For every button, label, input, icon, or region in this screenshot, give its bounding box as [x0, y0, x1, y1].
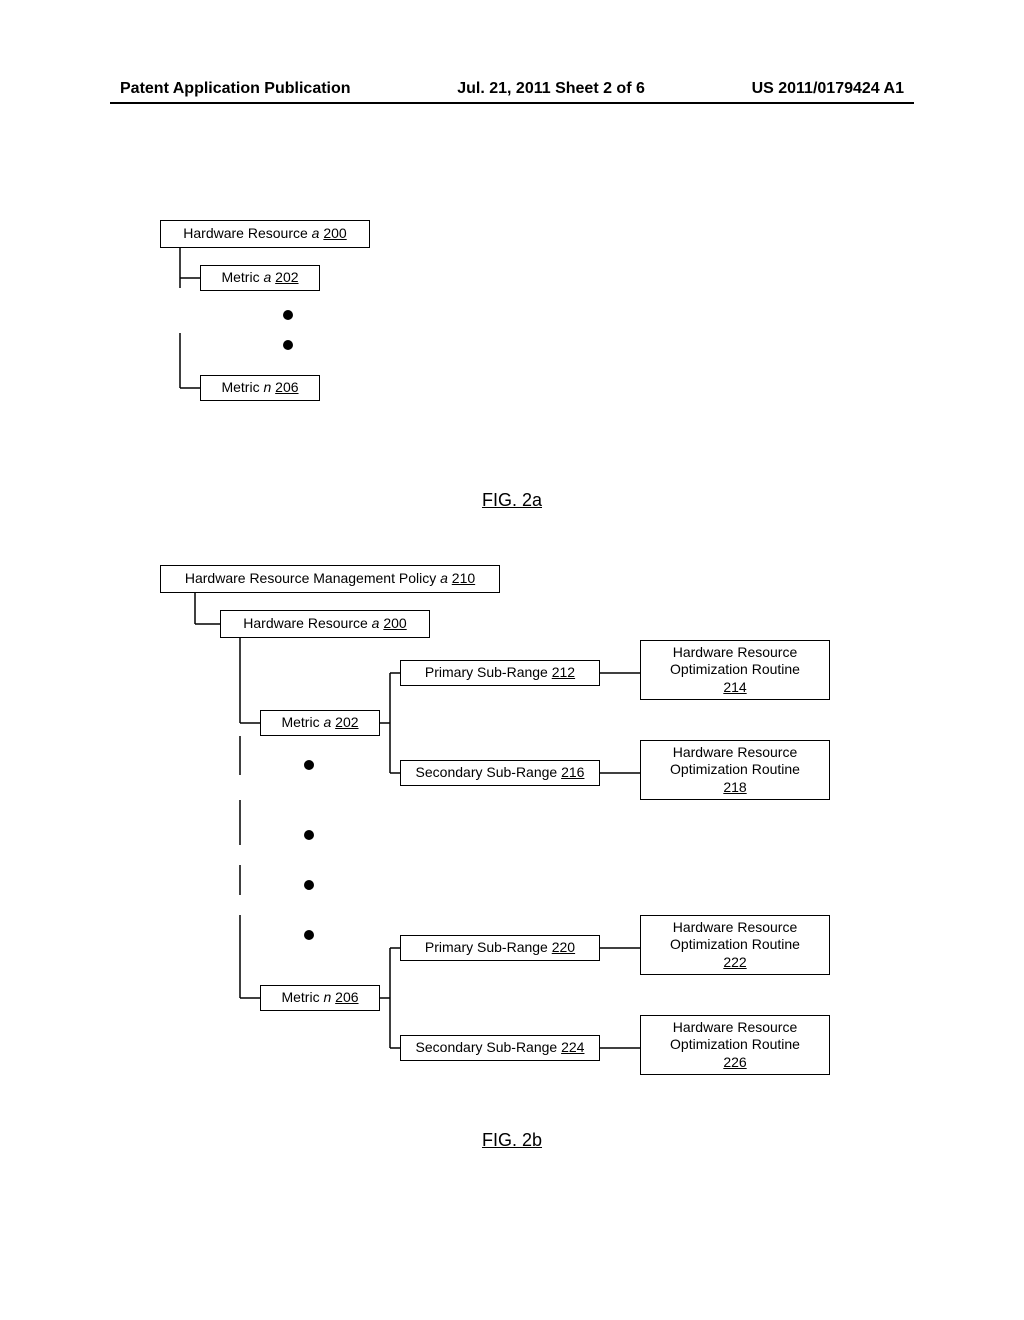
num: 222 [723, 954, 746, 970]
fig2a-dot-2 [283, 340, 293, 350]
fig2b-primary-subrange-2: Primary Sub-Range 220 [400, 935, 600, 961]
fig2b-routine-214: Hardware Resource Optimization Routine 2… [640, 640, 830, 700]
fig2b-dot-4 [304, 880, 314, 890]
fig2b-secondary-subrange-1: Secondary Sub-Range 216 [400, 760, 600, 786]
ital: a [372, 615, 380, 631]
ital: a [323, 714, 331, 730]
num: 206 [335, 989, 358, 1005]
text: Metric [221, 379, 259, 395]
num: 202 [275, 269, 298, 285]
num: 224 [561, 1039, 584, 1055]
header-rule [110, 102, 914, 104]
text: Secondary Sub-Range [416, 764, 558, 780]
header-right: US 2011/0179424 A1 [752, 80, 904, 98]
header-left: Patent Application Publication [120, 80, 351, 98]
num: 200 [383, 615, 406, 631]
ital: n [263, 379, 271, 395]
text: Metric [281, 989, 319, 1005]
fig2b-primary-subrange-1: Primary Sub-Range 212 [400, 660, 600, 686]
fig2b-routine-218: Hardware Resource Optimization Routine 2… [640, 740, 830, 800]
num: 212 [552, 664, 575, 680]
fig2b-dot-1 [304, 760, 314, 770]
text: Secondary Sub-Range [416, 1039, 558, 1055]
patent-page: Patent Application Publication Jul. 21, … [0, 0, 1024, 1320]
ital: a [263, 269, 271, 285]
text: Hardware Resource Management Policy [185, 570, 436, 586]
num: 214 [723, 679, 746, 695]
text: Hardware Resource Optimization Routine [670, 919, 800, 953]
fig2b-hardware-resource: Hardware Resource a 200 [220, 610, 430, 638]
page-header: Patent Application Publication Jul. 21, … [0, 80, 1024, 98]
fig2b-dot-5 [304, 930, 314, 940]
text: Primary Sub-Range [425, 939, 548, 955]
fig2b-label: FIG. 2b [482, 1130, 542, 1151]
text: Hardware Resource Optimization Routine [670, 1019, 800, 1053]
fig2a-dot-1 [283, 310, 293, 320]
fig2a-label: FIG. 2a [482, 490, 542, 511]
text: Hardware Resource [243, 615, 368, 631]
fig2b-metric-n: Metric n 206 [260, 985, 380, 1011]
ital: a [440, 570, 448, 586]
fig2a-metric-n: Metric n 206 [200, 375, 320, 401]
num: 218 [723, 779, 746, 795]
fig2a-hardware-resource: Hardware Resource a 200 [160, 220, 370, 248]
fig2b-routine-222: Hardware Resource Optimization Routine 2… [640, 915, 830, 975]
num: 220 [552, 939, 575, 955]
text: Metric [281, 714, 319, 730]
text: Primary Sub-Range [425, 664, 548, 680]
fig2b-metric-a: Metric a 202 [260, 710, 380, 736]
num: 200 [323, 225, 346, 241]
num: 202 [335, 714, 358, 730]
fig2a-metric-a: Metric a 202 [200, 265, 320, 291]
ital: n [323, 989, 331, 1005]
fig2b-secondary-subrange-2: Secondary Sub-Range 224 [400, 1035, 600, 1061]
fig2b-routine-226: Hardware Resource Optimization Routine 2… [640, 1015, 830, 1075]
text: Hardware Resource [183, 225, 308, 241]
ital: a [312, 225, 320, 241]
num: 226 [723, 1054, 746, 1070]
num: 216 [561, 764, 584, 780]
fig2b-dot-3 [304, 830, 314, 840]
fig2b-policy: Hardware Resource Management Policy a 21… [160, 565, 500, 593]
text: Metric [221, 269, 259, 285]
num: 206 [275, 379, 298, 395]
header-center: Jul. 21, 2011 Sheet 2 of 6 [457, 80, 645, 98]
num: 210 [452, 570, 475, 586]
text: Hardware Resource Optimization Routine [670, 644, 800, 678]
text: Hardware Resource Optimization Routine [670, 744, 800, 778]
